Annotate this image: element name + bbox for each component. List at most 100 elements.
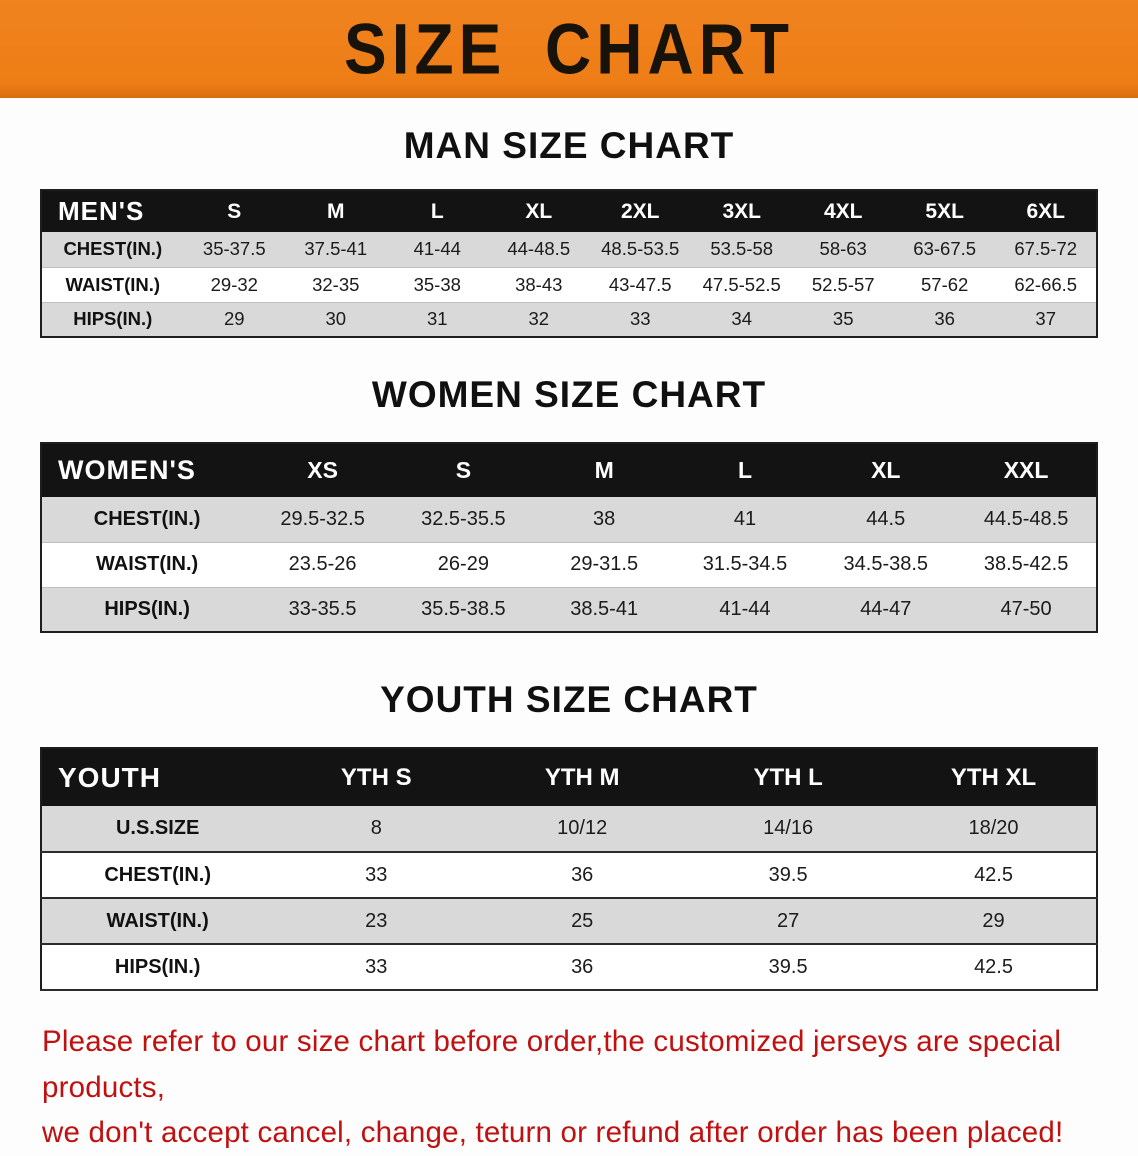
- table-cell: 25: [571, 909, 594, 932]
- table-cell: 37.5-41: [304, 238, 368, 260]
- table-cell: 38: [593, 507, 616, 530]
- column-header: 2XL: [589, 190, 691, 232]
- table-cell: 33-35.5: [288, 597, 357, 620]
- table-cell: 52.5-57: [811, 273, 875, 295]
- disclaimer-line-1: Please refer to our size chart before or…: [42, 1025, 1062, 1104]
- column-header: 3XL: [690, 190, 793, 232]
- column-header: YTH L: [685, 748, 892, 806]
- table-cell: 53.5-58: [710, 238, 774, 260]
- table-cell: 33: [365, 863, 388, 886]
- column-header: M: [285, 190, 387, 232]
- content: MAN SIZE CHART MEN'S S M L XL 2XL 3XL 4XL 5XL 6XL…: [0, 125, 1138, 1156]
- table-row: WAIST(IN.) 23.5-26 26-29 29-31.5 31.5-34.5 34…: [41, 542, 1097, 587]
- table-cell: 38-43: [515, 273, 563, 295]
- table-cell: 42.5: [974, 955, 1013, 978]
- column-header: YTH XL: [891, 748, 1097, 806]
- column-header: 5XL: [893, 190, 996, 232]
- table-cell: 44-47: [860, 597, 912, 620]
- table-row: CHEST(IN.) 33 36 39.5 42.5: [41, 852, 1097, 898]
- column-header: S: [183, 190, 286, 232]
- table-cell: 30: [325, 308, 347, 330]
- table-cell: 29-31.5: [570, 553, 639, 575]
- table-cell: 35.5-38.5: [421, 597, 506, 620]
- table-cell: 35-38: [413, 273, 461, 295]
- table-cell: 31: [426, 308, 448, 330]
- table-row: HIPS(IN.) 29 30 31 32 33 34 35 36 37: [41, 302, 1097, 337]
- table-row: HIPS(IN.) 33-35.5 35.5-38.5 38.5-41 41-44 44-…: [41, 587, 1097, 632]
- column-header: YTH S: [273, 748, 480, 806]
- table-cell: 33: [365, 955, 388, 978]
- table-cell: 26-29: [437, 553, 489, 575]
- section-men: MAN SIZE CHART MEN'S S M L XL 2XL 3XL 4XL 5XL 6XL…: [40, 125, 1098, 338]
- column-header: XS: [252, 443, 393, 497]
- table-cell: 47-50: [1000, 597, 1052, 620]
- disclaimer-line-2: we don't accept cancel, change, teturn o…: [42, 1116, 1064, 1150]
- row-label: WAIST(IN.): [106, 909, 209, 932]
- table-title-cell: WOMEN'S: [41, 443, 253, 497]
- youth-section-heading: YOUTH SIZE CHART: [380, 679, 758, 720]
- section-youth: YOUTH SIZE CHART YOUTH YTH S YTH M YTH L YTH…: [40, 679, 1098, 991]
- row-label: WAIST(IN.): [65, 273, 161, 295]
- table-row: HIPS(IN.) 33 36 39.5 42.5: [41, 944, 1097, 990]
- table-cell: 38.5-41: [570, 597, 639, 620]
- table-title-cell: MEN'S: [41, 190, 184, 232]
- table-cell: 39.5: [768, 863, 808, 886]
- table-cell: 57-62: [921, 273, 969, 295]
- column-header: XXL: [956, 443, 1097, 497]
- table-cell: 62-66.5: [1014, 273, 1078, 295]
- table-row: WAIST(IN.) 23 25 27 29: [41, 898, 1097, 944]
- column-header: 6XL: [995, 190, 1097, 232]
- table-cell: 44.5: [866, 507, 906, 530]
- column-header: YTH M: [479, 748, 686, 806]
- men-section-heading: MAN SIZE CHART: [403, 125, 735, 166]
- table-cell: 35-37.5: [202, 238, 266, 260]
- table-header-row: WOMEN'S XS S M L XL XXL: [41, 443, 1097, 497]
- table-row: WAIST(IN.) 29-32 32-35 35-38 38-43 43-47.5 47.…: [41, 267, 1097, 302]
- table-cell: 36: [934, 308, 955, 330]
- table-cell: 42.5: [974, 863, 1013, 886]
- men-size-table: MEN'S S M L XL 2XL 3XL 4XL 5XL 6XL CHEST(IN.) 35-37…: [40, 189, 1098, 338]
- section-women: WOMEN SIZE CHART WOMEN'S XS S M L XL XXL CHEST(…: [40, 374, 1098, 633]
- table-row: CHEST(IN.) 35-37.5 37.5-41 41-44 44-48.5 48.5…: [41, 232, 1097, 267]
- table-cell: 8: [370, 817, 382, 839]
- table-cell: 32.5-35.5: [421, 507, 506, 530]
- table-cell: 41: [733, 507, 757, 530]
- table-cell: 23: [365, 909, 388, 932]
- table-cell: 47.5-52.5: [702, 273, 781, 295]
- table-cell: 44-48.5: [507, 238, 571, 260]
- column-header: S: [392, 443, 534, 497]
- table-cell: 14/16: [763, 817, 814, 839]
- table-cell: 18/20: [968, 817, 1019, 839]
- table-cell: 27: [776, 909, 800, 932]
- table-cell: 29: [982, 909, 1005, 932]
- women-size-table: WOMEN'S XS S M L XL XXL CHEST(IN.) 29.5-32.5 32.5…: [40, 442, 1098, 633]
- row-label: U.S.SIZE: [115, 817, 200, 839]
- column-header: L: [386, 190, 488, 232]
- table-cell: 36: [571, 863, 594, 886]
- table-cell: 34.5-38.5: [843, 553, 929, 575]
- table-cell: 43-47.5: [608, 273, 672, 295]
- page-title: SIZE CHART: [344, 8, 794, 90]
- table-row: U.S.SIZE 8 10/12 14/16 18/20: [41, 806, 1097, 852]
- table-cell: 44.5-48.5: [983, 507, 1069, 530]
- table-cell: 29: [224, 308, 245, 330]
- row-label: HIPS(IN.): [73, 308, 153, 330]
- row-label: HIPS(IN.): [114, 955, 201, 978]
- table-cell: 32: [528, 308, 550, 330]
- table-header-row: MEN'S S M L XL 2XL 3XL 4XL 5XL 6XL: [41, 190, 1097, 232]
- table-cell: 38.5-42.5: [983, 553, 1069, 575]
- table-cell: 41-44: [413, 238, 461, 260]
- youth-size-table: YOUTH YTH S YTH M YTH L YTH XL U.S.SIZE 8 10/12…: [40, 747, 1098, 991]
- table-cell: 29-32: [210, 273, 258, 295]
- table-cell: 36: [571, 955, 594, 978]
- row-label: HIPS(IN.): [104, 597, 190, 620]
- table-cell: 29.5-32.5: [280, 507, 365, 530]
- table-cell: 58-63: [819, 238, 867, 260]
- table-cell: 32-35: [312, 273, 360, 295]
- column-header: L: [674, 443, 816, 497]
- column-header: XL: [815, 443, 957, 497]
- table-header-row: YOUTH YTH S YTH M YTH L YTH XL: [41, 748, 1097, 806]
- table-title-cell: YOUTH: [41, 748, 274, 806]
- women-section-heading: WOMEN SIZE CHART: [371, 374, 767, 415]
